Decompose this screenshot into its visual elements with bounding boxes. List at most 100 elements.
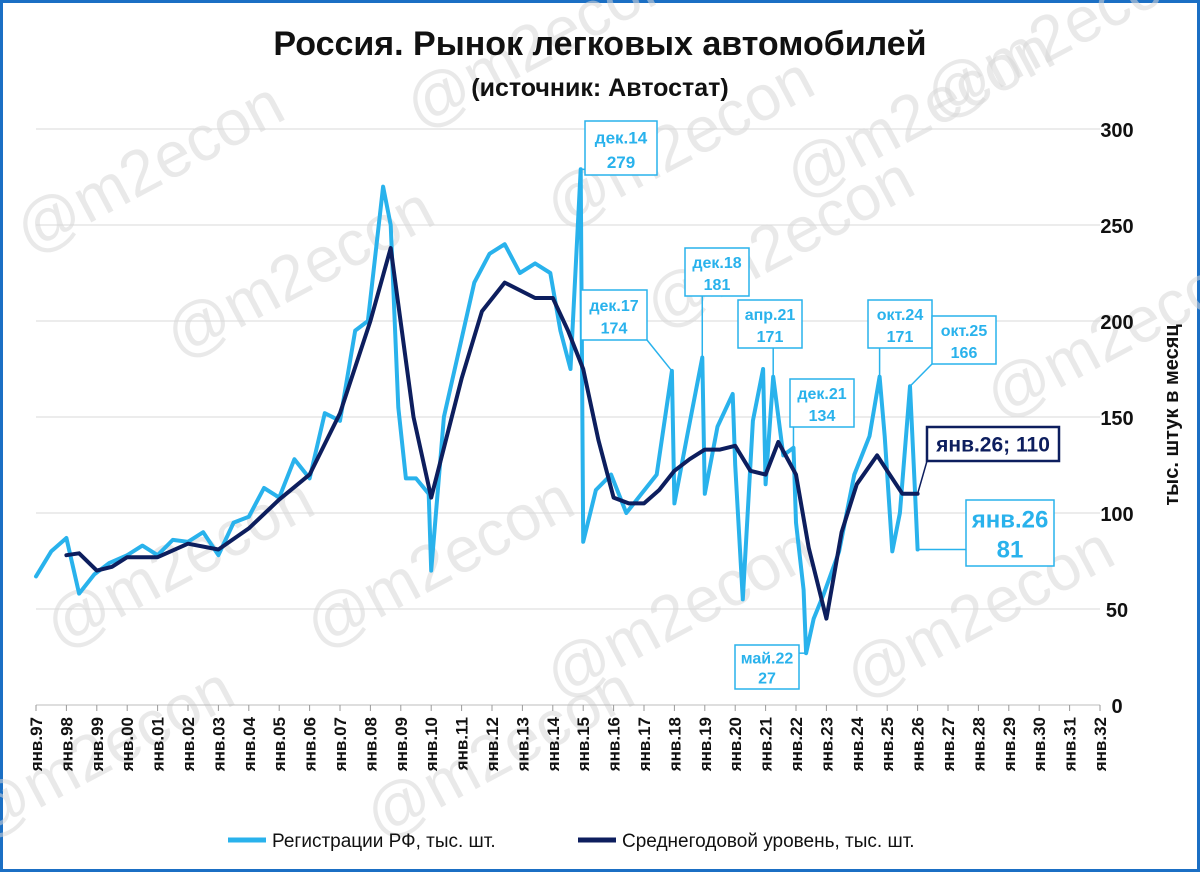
y-axis-ticks: 0 50 100 150 200 250 300 <box>1100 120 1133 718</box>
callout-label-dec14: дек.14 <box>595 129 648 148</box>
series-1-point-2 <box>95 569 99 573</box>
series-0-point-38 <box>548 271 552 275</box>
series-0-point-23 <box>374 252 377 256</box>
series-0-point-27 <box>404 476 408 480</box>
series-1-point-30 <box>703 448 707 452</box>
series-1-point-1 <box>77 551 81 555</box>
series-0-point-40 <box>569 367 572 371</box>
callout-label-may22: май.22 <box>741 650 794 667</box>
series-0-point-46 <box>640 492 643 496</box>
series-0-point-28 <box>414 476 418 480</box>
annotation-layer: дек.14 279 дек.17 174 дек.18 181 апр.21 171 дек.… <box>580 120 1061 690</box>
callout-box-oct24 <box>867 299 933 349</box>
series-1-point-34 <box>764 473 768 477</box>
series-0-point-21 <box>353 329 357 333</box>
series-0-point-56 <box>741 597 745 601</box>
callout-box-dec17 <box>580 289 648 341</box>
watermark-text-1: @m2econ <box>153 171 445 372</box>
gridlines <box>35 128 1101 711</box>
series-0-point-50 <box>685 434 689 438</box>
series-1-point-32 <box>733 444 737 448</box>
x-tick-4: янв.01 <box>149 717 168 772</box>
callout-leader-dec17 <box>646 339 673 372</box>
x-tick-31: янв.28 <box>969 717 988 772</box>
series-0-point-45 <box>624 511 628 515</box>
x-tick-20: янв.17 <box>635 717 654 772</box>
x-tick-11: янв.08 <box>361 717 380 772</box>
series-0-point-42 <box>581 540 585 544</box>
series-1-point-39 <box>840 530 844 534</box>
x-tick-19: янв.16 <box>605 717 624 772</box>
callout-value-jan26: 81 <box>997 536 1024 563</box>
series-1-point-29 <box>688 457 692 461</box>
callout-dec21: дек.21 134 <box>789 378 855 448</box>
callout-label-apr21: апр.21 <box>745 307 796 324</box>
x-tick-27: янв.24 <box>848 716 867 772</box>
x-tick-34: янв.31 <box>1061 717 1080 772</box>
series-0-point-1 <box>49 549 53 553</box>
x-tick-17: янв.14 <box>544 716 563 772</box>
series-1-point-11 <box>338 411 342 415</box>
series-1-point-21 <box>566 329 570 333</box>
x-tick-13: янв.10 <box>422 717 441 772</box>
series-0-point-57 <box>751 419 755 423</box>
callout-value-dec18: 181 <box>704 277 731 294</box>
x-tick-30: янв.27 <box>939 717 958 772</box>
y-tick-300: 300 <box>1100 120 1133 142</box>
series-0-point-2 <box>64 536 68 540</box>
y-tick-150: 150 <box>1100 408 1133 430</box>
callout-box-dec18 <box>684 247 750 297</box>
series-1-point-10 <box>308 473 312 477</box>
series-0-point-43 <box>594 488 598 492</box>
callout-leader-oct25 <box>909 363 933 387</box>
x-tick-22: янв.19 <box>696 717 715 772</box>
series-1-point-12 <box>368 319 372 323</box>
series-0-point-14 <box>247 515 251 519</box>
callout-value-dec14: 279 <box>607 153 635 172</box>
series-1-point-22 <box>581 367 585 371</box>
x-tick-1: янв.98 <box>57 717 76 772</box>
series-0-point-74 <box>898 511 902 515</box>
x-tick-18: янв.15 <box>574 717 593 772</box>
series-1-point-38 <box>824 617 828 621</box>
x-tick-6: янв.03 <box>209 717 228 772</box>
series-1-point-23 <box>596 438 600 442</box>
callout-box-oct25 <box>931 315 997 365</box>
callout-label-oct24: окт.24 <box>877 307 924 324</box>
series-0-point-34 <box>488 252 491 256</box>
x-tick-10: янв.07 <box>331 717 350 772</box>
series-0-point-25 <box>389 223 393 227</box>
series-1-point-5 <box>156 555 160 559</box>
series-1-point-41 <box>875 453 879 457</box>
series-1-point-33 <box>748 469 752 473</box>
series-1-point-42 <box>885 469 889 473</box>
series-0-point-0 <box>34 574 38 578</box>
series-layer <box>34 167 920 656</box>
x-tick-14: янв.11 <box>453 717 472 771</box>
x-tick-26: янв.23 <box>817 717 836 772</box>
x-tick-21: янв.18 <box>665 717 684 772</box>
callout-oct24: окт.24 171 <box>867 299 933 377</box>
callout-value-oct24: 171 <box>887 329 914 346</box>
series-0-point-53 <box>716 425 719 429</box>
x-tick-9: янв.06 <box>301 717 320 772</box>
series-0-point-64 <box>802 588 806 592</box>
callout-value-may22: 27 <box>758 670 776 687</box>
series-1-point-26 <box>642 501 646 505</box>
x-tick-5: янв.02 <box>179 717 198 772</box>
callout-may22: май.22 27 <box>734 644 807 690</box>
series-0-point-55 <box>733 463 737 467</box>
series-1-point-25 <box>627 501 631 505</box>
series-0-point-20 <box>338 419 342 423</box>
callout-label-oct25: окт.25 <box>941 323 988 340</box>
series-0-point-12 <box>216 553 220 557</box>
watermark-text-13: @m2econ <box>913 0 1200 132</box>
series-0-point-3 <box>77 592 81 596</box>
x-tick-33: янв.30 <box>1030 717 1049 772</box>
series-0-point-73 <box>890 549 894 553</box>
series-0-point-17 <box>292 457 296 461</box>
x-tick-3: янв.00 <box>118 717 137 772</box>
series-0-point-39 <box>558 329 562 333</box>
